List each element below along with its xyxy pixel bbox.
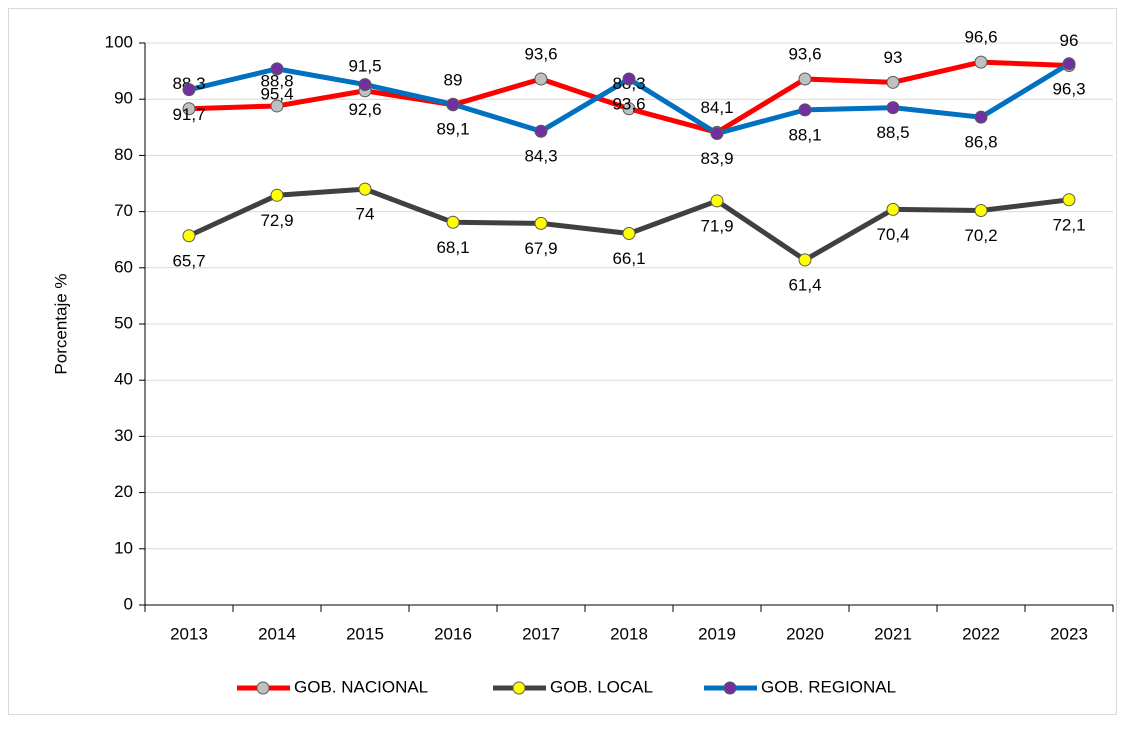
data-label: 66,1: [612, 249, 645, 268]
data-point: [182, 83, 196, 97]
data-label: 84,1: [700, 98, 733, 117]
data-label: 74: [356, 205, 375, 224]
x-tick-label: 2022: [962, 624, 1000, 643]
x-tick-label: 2023: [1050, 624, 1088, 643]
data-point: [270, 188, 284, 202]
data-point: [710, 126, 724, 140]
data-point: [358, 78, 372, 92]
data-label: 96: [1060, 31, 1079, 50]
y-tick-label: 60: [114, 257, 133, 276]
y-axis-title: Porcentaje %: [51, 273, 70, 374]
x-tick-label: 2017: [522, 624, 560, 643]
data-label: 93,6: [612, 94, 645, 113]
data-point: [886, 75, 900, 89]
data-point: [182, 229, 196, 243]
legend-marker: [512, 681, 526, 695]
data-label: 88,1: [788, 125, 821, 144]
data-label: 92,6: [348, 100, 381, 119]
data-label: 68,1: [436, 238, 469, 257]
y-tick-label: 50: [114, 313, 133, 332]
x-tick-label: 2019: [698, 624, 736, 643]
data-label: 91,7: [172, 105, 205, 124]
legend-label: GOB. LOCAL: [550, 677, 653, 696]
data-point: [974, 55, 988, 69]
data-label: 96,3: [1052, 79, 1085, 98]
data-point: [622, 102, 636, 116]
data-label: 88,5: [876, 123, 909, 142]
x-tick-label: 2021: [874, 624, 912, 643]
data-label: 96,6: [964, 28, 997, 47]
data-point: [886, 202, 900, 216]
data-point: [358, 182, 372, 196]
data-label: 93,6: [524, 44, 557, 63]
y-tick-label: 10: [114, 538, 133, 557]
data-label: 71,9: [700, 216, 733, 235]
data-point: [1062, 193, 1076, 207]
data-point: [534, 72, 548, 86]
data-point: [710, 194, 724, 208]
data-point: [798, 253, 812, 267]
data-point: [270, 99, 284, 113]
legend-marker: [256, 681, 270, 695]
data-point: [974, 203, 988, 217]
y-tick-label: 80: [114, 145, 133, 164]
data-point: [798, 72, 812, 86]
y-tick-label: 90: [114, 89, 133, 108]
data-label: 67,9: [524, 239, 557, 258]
x-tick-label: 2020: [786, 624, 824, 643]
legend-label: GOB. REGIONAL: [761, 677, 896, 696]
data-label: 84,3: [524, 147, 557, 166]
x-tick-label: 2018: [610, 624, 648, 643]
legend-marker: [723, 681, 737, 695]
data-label: 89: [444, 70, 463, 89]
x-tick-label: 2013: [170, 624, 208, 643]
x-tick-label: 2016: [434, 624, 472, 643]
y-tick-label: 30: [114, 426, 133, 445]
x-tick-label: 2015: [346, 624, 384, 643]
data-label: 86,8: [964, 133, 997, 152]
data-label: 70,4: [876, 225, 909, 244]
y-tick-label: 0: [124, 594, 133, 613]
data-point: [182, 102, 196, 116]
data-point: [534, 124, 548, 138]
data-point: [622, 72, 636, 86]
data-point: [1062, 57, 1076, 71]
data-point: [974, 110, 988, 124]
data-point: [534, 216, 548, 230]
data-label: 95,4: [260, 84, 293, 103]
data-label: 61,4: [788, 275, 821, 294]
data-label: 72,9: [260, 211, 293, 230]
data-label: 89,1: [436, 120, 469, 139]
chart-border: [8, 8, 1117, 715]
data-label: 72,1: [1052, 215, 1085, 234]
data-label: 91,5: [348, 56, 381, 75]
data-label: 88,8: [260, 71, 293, 90]
data-label: 65,7: [172, 251, 205, 270]
data-label: 93,6: [788, 44, 821, 63]
data-point: [446, 215, 460, 229]
data-point: [446, 97, 460, 111]
data-point: [886, 101, 900, 115]
data-point: [798, 103, 812, 117]
x-tick-label: 2014: [258, 624, 296, 643]
data-label: 83,9: [700, 149, 733, 168]
data-label: 93: [884, 48, 903, 67]
data-label: 70,2: [964, 226, 997, 245]
legend-label: GOB. NACIONAL: [294, 677, 428, 696]
y-tick-label: 20: [114, 482, 133, 501]
y-tick-label: 70: [114, 201, 133, 220]
data-point: [270, 62, 284, 76]
y-tick-label: 40: [114, 370, 133, 389]
data-point: [622, 227, 636, 241]
y-tick-label: 100: [105, 32, 133, 51]
